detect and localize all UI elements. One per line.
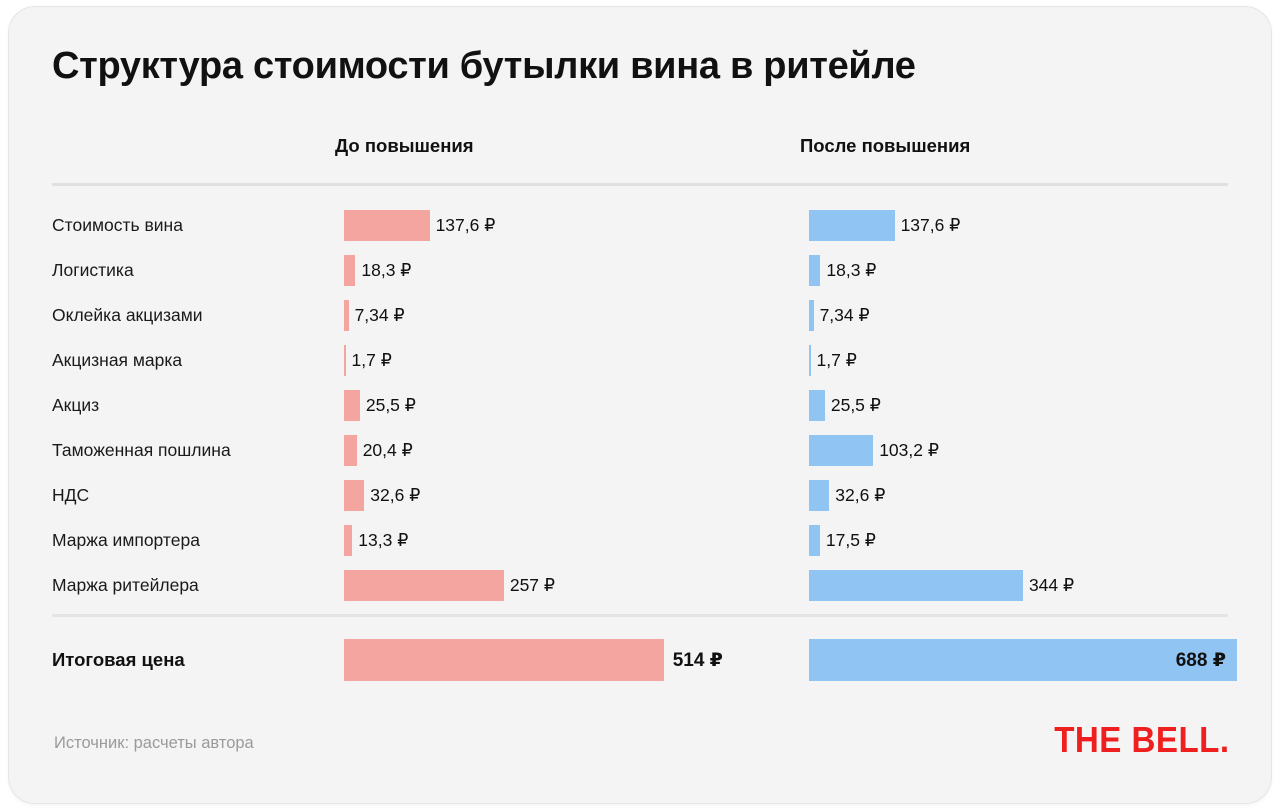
total-row: Итоговая цена 514 ₽ 688 ₽ — [9, 637, 1271, 683]
bar-before — [344, 525, 353, 556]
header-divider — [52, 183, 1228, 186]
source-note: Источник: расчеты автора — [54, 734, 254, 752]
bar-after — [809, 210, 895, 241]
row-label: Акциз — [52, 395, 100, 415]
bar-after — [809, 525, 820, 556]
bar-value-after: 344 ₽ — [1028, 575, 1075, 595]
bar-value-before: 25,5 ₽ — [365, 395, 416, 415]
bar-value-before: 32,6 ₽ — [370, 485, 421, 505]
bar-value-after: 32,6 ₽ — [835, 485, 886, 505]
total-value-after: 688 ₽ — [1175, 649, 1226, 671]
bar-before — [344, 435, 357, 466]
bar-before — [344, 255, 356, 286]
bar-value-after: 103,2 ₽ — [879, 440, 939, 460]
total-divider — [52, 614, 1228, 617]
table-row: Логистика 18,3 ₽ 18,3 ₽ — [9, 248, 1271, 293]
bar-before — [344, 390, 360, 421]
bar-value-after: 17,5 ₽ — [825, 530, 876, 550]
table-row: Таможенная пошлина 20,4 ₽ 103,2 ₽ — [9, 428, 1271, 473]
bar-value-before: 137,6 ₽ — [435, 215, 496, 235]
bar-value-before: 7,34 ₽ — [354, 305, 405, 325]
chart-rows: Стоимость вина 137,6 ₽ 137,6 ₽ Логистика 18,… — [9, 203, 1271, 608]
table-row: Акциз 25,5 ₽ 25,5 ₽ — [9, 383, 1271, 428]
row-label: Таможенная пошлина — [52, 440, 231, 460]
row-label: Логистика — [52, 260, 134, 280]
bar-after — [809, 345, 811, 376]
bar-value-after: 18,3 ₽ — [826, 260, 877, 280]
bar-after — [809, 570, 1023, 601]
row-label: Стоимость вина — [52, 215, 183, 235]
bar-before — [344, 570, 504, 601]
bar-value-after: 7,34 ₽ — [819, 305, 870, 325]
bar-before — [344, 345, 346, 376]
table-row: Стоимость вина 137,6 ₽ 137,6 ₽ — [9, 203, 1271, 248]
table-row: Акцизная марка 1,7 ₽ 1,7 ₽ — [9, 338, 1271, 383]
bar-value-before: 13,3 ₽ — [358, 530, 409, 550]
table-row: Маржа ритейлера 257 ₽ 344 ₽ — [9, 563, 1271, 608]
bar-value-before: 1,7 ₽ — [351, 350, 392, 370]
bar-before — [344, 210, 430, 241]
bar-after — [809, 390, 825, 421]
bar-value-before: 257 ₽ — [509, 575, 556, 595]
bar-after — [809, 435, 874, 466]
bar-value-before: 20,4 ₽ — [362, 440, 413, 460]
total-label: Итоговая цена — [52, 649, 185, 670]
table-row: Маржа импортера 13,3 ₽ 17,5 ₽ — [9, 518, 1271, 563]
row-label: НДС — [52, 485, 90, 505]
chart-card: Структура стоимости бутылки вина в ритей… — [9, 7, 1271, 803]
bar-before — [344, 300, 349, 331]
bar-value-after: 137,6 ₽ — [900, 215, 961, 235]
bar-value-before: 18,3 ₽ — [361, 260, 412, 280]
bar-value-after: 25,5 ₽ — [830, 395, 881, 415]
row-label: Оклейка акцизами — [52, 305, 203, 325]
table-row: НДС 32,6 ₽ 32,6 ₽ — [9, 473, 1271, 518]
row-label: Акцизная марка — [52, 350, 183, 370]
bar-after — [809, 255, 821, 286]
column-header-before: До повышения — [335, 135, 474, 156]
bar-value-after: 1,7 ₽ — [816, 350, 857, 370]
column-header-after: После повышения — [800, 135, 971, 156]
row-label: Маржа импортера — [52, 530, 200, 550]
bar-after — [809, 480, 830, 511]
the-bell-logo: THE BELL. — [1053, 719, 1229, 760]
row-label: Маржа ритейлера — [52, 575, 199, 595]
total-value-before: 514 ₽ — [672, 649, 723, 671]
total-bar-before — [344, 639, 664, 681]
page-title: Структура стоимости бутылки вина в ритей… — [52, 45, 916, 87]
bar-before — [344, 480, 365, 511]
total-bar-after: 688 ₽ — [809, 639, 1237, 681]
table-row: Оклейка акцизами 7,34 ₽ 7,34 ₽ — [9, 293, 1271, 338]
bar-after — [809, 300, 814, 331]
